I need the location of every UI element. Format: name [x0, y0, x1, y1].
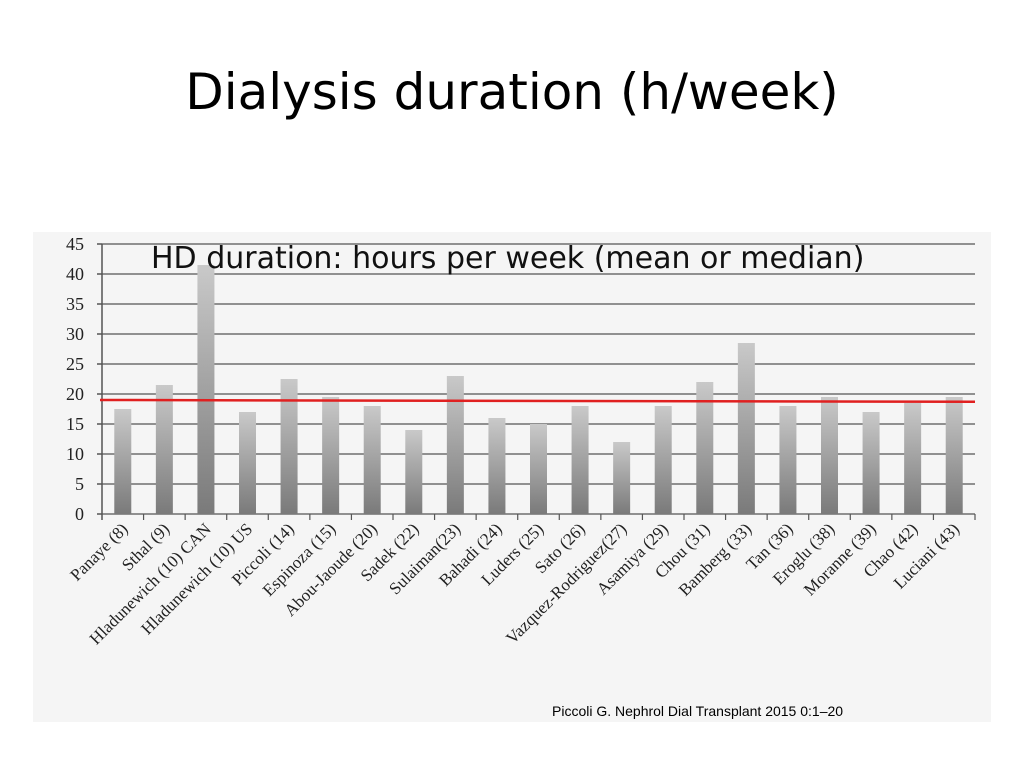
bar [280, 379, 298, 514]
bar [405, 430, 423, 514]
chart-title: HD duration: hours per week (mean or med… [151, 241, 864, 276]
bar [571, 406, 589, 514]
bar [862, 412, 880, 514]
citation: Piccoli G. Nephrol Dial Transplant 2015 … [552, 703, 844, 719]
bar [446, 376, 464, 514]
bar [155, 385, 173, 514]
slide-title: Dialysis duration (h/week) [185, 63, 839, 121]
bar [322, 397, 340, 514]
y-tick-label: 15 [66, 414, 84, 434]
bar [613, 442, 631, 514]
bar-chart: 0 5 10 15 20 25 30 35 40 45 HD duration: hours pe… [33, 232, 991, 722]
bar [114, 409, 132, 514]
bar [779, 406, 797, 514]
chart-area: 0 5 10 15 20 25 30 35 40 45 HD duration: hours pe… [33, 232, 991, 722]
bar [530, 424, 547, 514]
y-tick-label: 30 [66, 324, 84, 344]
y-tick-label: 45 [66, 234, 84, 254]
y-tick-label: 0 [75, 504, 84, 524]
y-tick-label: 35 [66, 294, 84, 314]
bar [737, 343, 755, 514]
bar [904, 403, 922, 514]
y-tick-label: 5 [75, 474, 84, 494]
bar [821, 397, 838, 514]
bar [696, 382, 714, 514]
mean-reference-line [99, 398, 976, 404]
bar [488, 418, 506, 514]
bar [239, 412, 256, 514]
bar [197, 265, 215, 514]
y-tick-label: 40 [66, 264, 84, 284]
bar [363, 406, 381, 514]
chart-background [33, 232, 991, 722]
y-tick-label: 20 [66, 384, 84, 404]
y-tick-label: 25 [66, 354, 84, 374]
bar [945, 397, 963, 514]
bar [654, 406, 672, 514]
y-tick-label: 10 [66, 444, 84, 464]
